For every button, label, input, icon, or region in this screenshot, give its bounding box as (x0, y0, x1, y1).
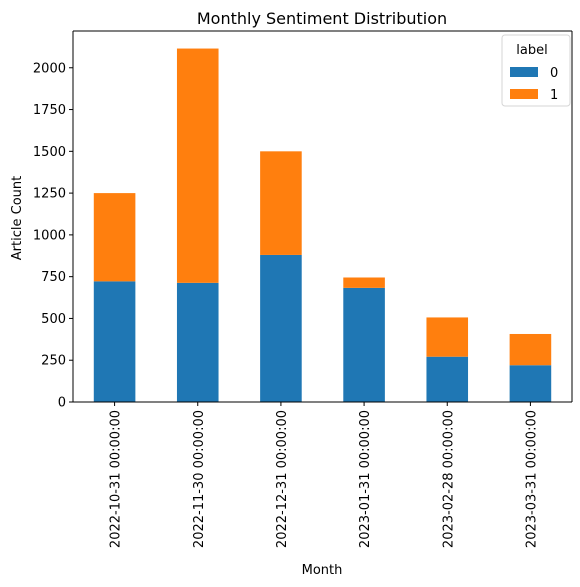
y-tick-label: 1750 (33, 103, 66, 118)
bar-series-1-2023-01-31 (343, 277, 385, 288)
bar-series-0-2023-01-31 (343, 287, 385, 402)
chart-title: Monthly Sentiment Distribution (197, 9, 447, 28)
y-tick-label: 1000 (33, 228, 66, 243)
y-tick-label: 250 (41, 354, 66, 369)
bar-series-0-2022-10-31 (93, 281, 136, 402)
legend-label-1: 1 (550, 88, 558, 103)
y-axis-label: Article Count (10, 176, 25, 260)
legend-swatch-1 (510, 89, 538, 99)
x-tick-label: 2022-12-31 00:00:00 (275, 410, 290, 548)
y-tick-label: 750 (41, 270, 66, 285)
legend-title: label (516, 43, 547, 58)
x-tick-label: 2023-02-28 00:00:00 (441, 410, 456, 548)
legend-items: 01 (510, 66, 558, 103)
x-tick-label: 2022-10-31 00:00:00 (109, 410, 124, 548)
x-axis-ticks: 2022-10-31 00:00:00 2022-11-30 00:00:00 20… (109, 402, 539, 548)
bar-series-0-2023-02-28 (426, 356, 469, 402)
legend-swatch-0 (510, 67, 538, 77)
legend-label-0: 0 (550, 66, 558, 81)
bars-layer (93, 48, 552, 402)
bar-series-1-2022-12-31 (260, 151, 302, 255)
bar-series-0-2022-11-30 (176, 282, 219, 402)
x-tick-label: 2023-03-31 00:00:00 (524, 410, 539, 548)
bar-series-0-2023-03-31 (509, 365, 552, 402)
bar-series-1-2022-11-30 (176, 48, 219, 283)
y-tick-label: 0 (58, 396, 66, 411)
bar-series-1-2023-02-28 (426, 317, 469, 357)
legend: label 01 (501, 34, 571, 107)
y-axis-ticks: 0 250 500 750 1000 1250 1500 1750 2000 (33, 61, 73, 411)
y-tick-label: 2000 (33, 61, 66, 76)
x-tick-label: 2022-11-30 00:00:00 (192, 410, 207, 548)
bar-series-1-2022-10-31 (93, 193, 136, 282)
y-tick-label: 1500 (33, 145, 66, 160)
axes-layer (72, 30, 573, 403)
x-tick-label: 2023-01-31 00:00:00 (358, 410, 373, 548)
y-tick-label: 500 (41, 312, 66, 327)
y-tick-label: 1250 (33, 187, 66, 202)
bar-series-0-2022-12-31 (260, 254, 302, 402)
bar-series-1-2023-03-31 (509, 333, 552, 366)
x-axis-label: Month (302, 563, 343, 578)
